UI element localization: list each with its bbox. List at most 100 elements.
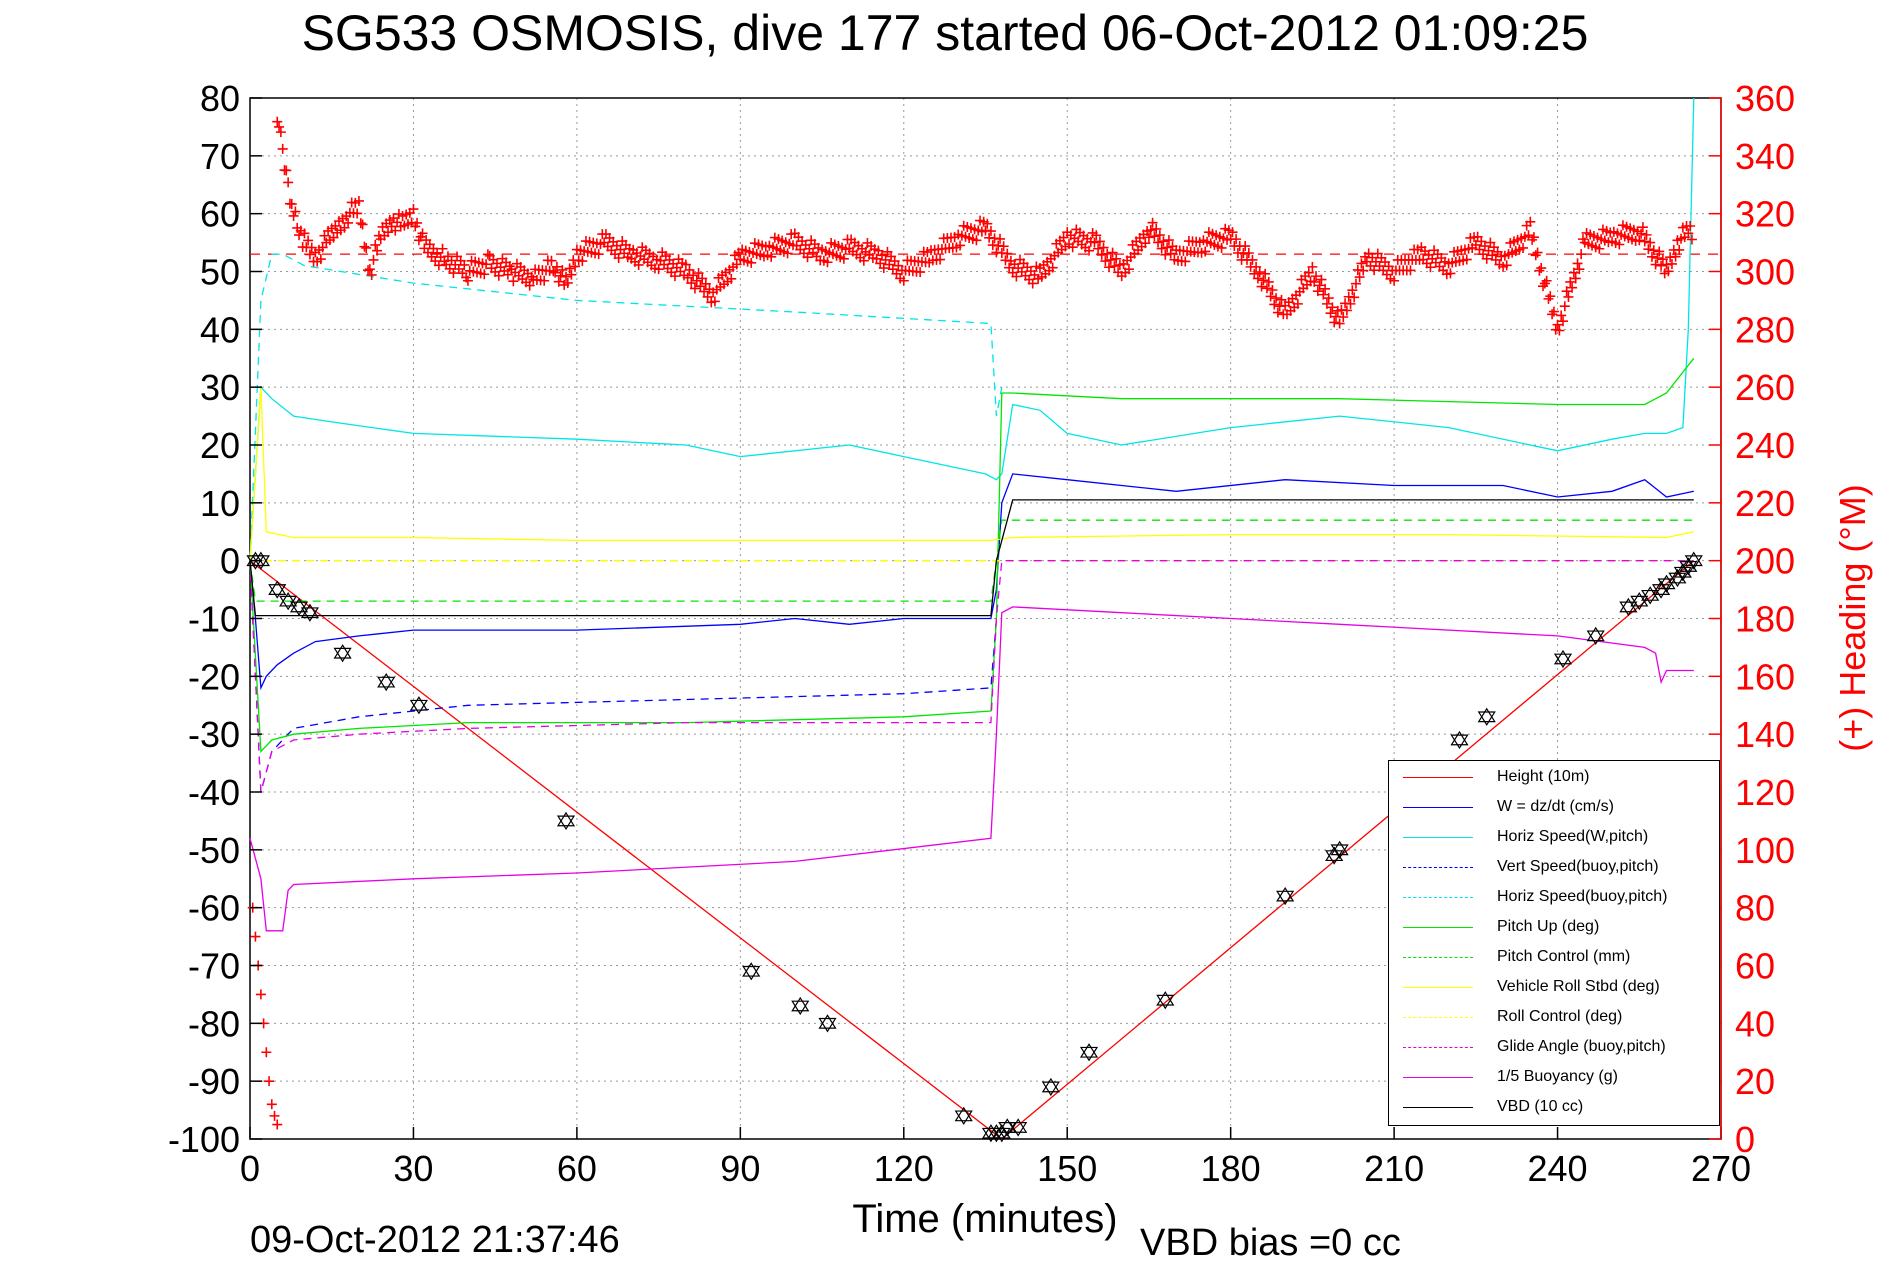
heading-point xyxy=(1686,234,1697,245)
point-marker-down xyxy=(333,647,352,663)
legend-label: Vehicle Roll Stbd (deg) xyxy=(1497,978,1660,995)
heading-point xyxy=(1425,262,1436,273)
heading-point xyxy=(1389,275,1400,286)
y-tick-label: -20 xyxy=(188,656,240,697)
heading-point xyxy=(1323,293,1334,304)
heading-point xyxy=(1091,230,1102,241)
point-marker-down xyxy=(1156,994,1175,1010)
point-marker-up xyxy=(1553,649,1573,665)
point-marker-up xyxy=(1156,991,1175,1006)
heading-point xyxy=(697,273,708,284)
point-marker-up xyxy=(1630,592,1649,607)
heading-point xyxy=(613,253,624,264)
point-marker-up xyxy=(377,672,396,688)
x-tick-label: 60 xyxy=(557,1148,597,1189)
heading-point xyxy=(1303,267,1314,278)
point-marker-up xyxy=(742,962,761,977)
heading-point xyxy=(1634,235,1645,246)
legend-swatch xyxy=(1403,867,1473,868)
heading-point xyxy=(1354,272,1365,283)
heading-point xyxy=(1329,317,1340,328)
point-marker-down xyxy=(818,1017,837,1033)
heading-point xyxy=(1320,283,1331,294)
heading-point xyxy=(1561,286,1572,297)
heading-point xyxy=(1369,265,1380,276)
legend-item: Pitch Up (deg) xyxy=(1389,913,1719,943)
heading-point xyxy=(1325,308,1336,319)
heading-point xyxy=(551,261,562,272)
y-tick-label: -70 xyxy=(188,946,240,987)
heading-point xyxy=(688,270,699,281)
heading-point xyxy=(838,253,849,264)
heading-point xyxy=(557,264,568,275)
heading-point xyxy=(1123,264,1134,275)
legend-swatch xyxy=(1403,1077,1473,1078)
heading-point xyxy=(1650,259,1661,270)
heading-point xyxy=(502,269,513,280)
heading-point xyxy=(1263,276,1274,287)
legend-swatch xyxy=(1403,777,1473,778)
heading-point xyxy=(1572,258,1583,269)
y-tick-label: -30 xyxy=(188,714,240,755)
heading-point xyxy=(1151,223,1162,234)
y-tick-label: -90 xyxy=(188,1061,240,1102)
point-marker-up xyxy=(818,1014,837,1029)
heading-point xyxy=(1140,238,1151,249)
legend-item: Pitch Control (mm) xyxy=(1389,943,1719,973)
heading-point xyxy=(1261,283,1272,294)
heading-point xyxy=(1163,235,1174,246)
y-tick-label: -80 xyxy=(188,1003,240,1044)
heading-point xyxy=(546,255,557,266)
heading-point xyxy=(1149,231,1160,242)
heading-point xyxy=(1292,298,1303,309)
heading-point xyxy=(368,254,379,265)
heading-point xyxy=(1565,276,1576,287)
y-right-tick-label: 340 xyxy=(1735,136,1795,177)
y-tick-label: 60 xyxy=(200,194,240,235)
heading-point xyxy=(459,259,470,270)
heading-point xyxy=(1254,267,1265,278)
heading-point xyxy=(1683,228,1694,239)
series-line xyxy=(249,387,1694,561)
heading-point xyxy=(1674,244,1685,255)
heading-point xyxy=(1272,307,1283,318)
point-marker-down xyxy=(1641,589,1660,605)
heading-point xyxy=(1153,237,1164,248)
legend-swatch xyxy=(1403,927,1473,928)
legend-label: Roll Control (deg) xyxy=(1497,1008,1623,1025)
heading-point xyxy=(482,249,493,260)
legend-swatch xyxy=(1403,1047,1473,1048)
heading-point xyxy=(1556,310,1567,321)
heading-point xyxy=(577,256,588,267)
y-right-tick-label: 260 xyxy=(1735,367,1795,408)
heading-point xyxy=(266,1099,277,1110)
series-line xyxy=(249,473,1694,691)
heading-point xyxy=(1258,275,1269,286)
legend-swatch xyxy=(1403,957,1473,958)
heading-point xyxy=(1481,253,1492,264)
y-right-tick-label: 20 xyxy=(1735,1061,1775,1102)
legend-swatch xyxy=(1403,1017,1473,1018)
heading-point xyxy=(286,199,297,210)
point-marker-down xyxy=(1619,601,1638,617)
y-tick-label: -10 xyxy=(188,599,240,640)
heading-point xyxy=(982,218,993,229)
heading-point xyxy=(985,226,996,237)
point-marker-up xyxy=(1586,626,1605,642)
heading-point xyxy=(1058,232,1069,243)
heading-point xyxy=(1663,266,1674,277)
heading-point xyxy=(1338,311,1349,322)
x-tick-label: 150 xyxy=(1037,1148,1097,1189)
point-marker-up xyxy=(1276,886,1295,902)
heading-point xyxy=(1158,236,1169,247)
legend-label: W = dz/dt (cm/s) xyxy=(1497,798,1614,815)
heading-point xyxy=(593,249,604,260)
series-line xyxy=(249,499,1694,617)
heading-point xyxy=(1349,292,1360,303)
point-marker-down xyxy=(279,595,298,611)
heading-point xyxy=(550,267,561,278)
right-axis-ticks: 3603403203002802602402202001801601401201… xyxy=(1709,78,1795,1160)
heading-point xyxy=(1216,242,1227,253)
heading-point xyxy=(1614,239,1625,250)
legend-swatch xyxy=(1403,897,1473,898)
